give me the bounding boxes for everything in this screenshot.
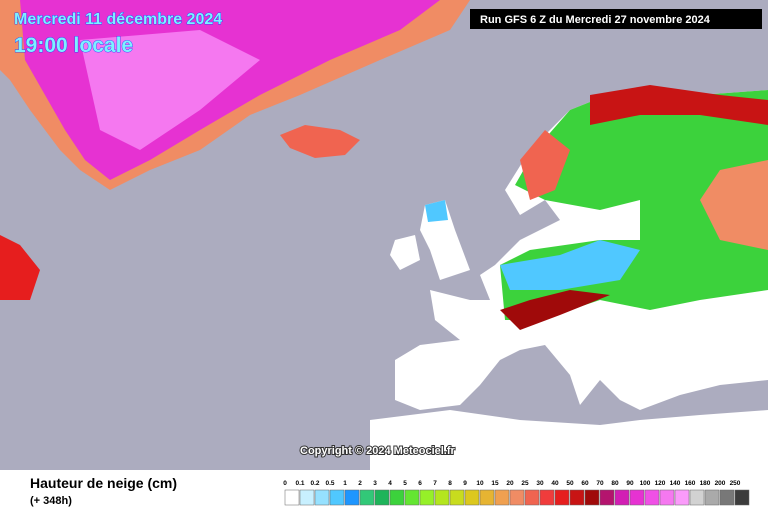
scale-swatch [539, 489, 555, 506]
scale-label: 120 [655, 480, 666, 487]
scale-swatch [629, 489, 645, 506]
scale-swatch [689, 489, 705, 506]
scale-label: 8 [448, 480, 452, 487]
scale-label: 100 [640, 480, 651, 487]
scale-swatch [569, 489, 585, 506]
scale-swatch [419, 489, 435, 506]
scale-label: 25 [521, 480, 529, 487]
scale-swatch [434, 489, 450, 506]
scale-swatch [584, 489, 600, 506]
scale-label: 10 [476, 480, 484, 487]
scale-swatch [704, 489, 720, 506]
north-africa [370, 410, 768, 470]
scale-swatch [614, 489, 630, 506]
scale-label: 3 [373, 480, 377, 487]
scale-label: 15 [491, 480, 499, 487]
scale-label: 40 [551, 480, 559, 487]
scale-swatch [449, 489, 465, 506]
scale-label: 1 [343, 480, 347, 487]
legend-subtitle: (+ 348h) [30, 495, 72, 507]
labrador [0, 235, 40, 300]
color-scale: 0 0.1 0.2 0.5 1 2 3 4 5 6 7 8 9 10 15 20 25 30 40 50 60 70 80 9… [283, 480, 750, 506]
greenland-core [80, 30, 260, 150]
scale-swatch [599, 489, 615, 506]
scale-swatch [509, 489, 525, 506]
copyright: Copyright © 2024 Meteociel.fr [300, 445, 456, 457]
snow-scotland [425, 200, 448, 222]
scale-swatch [389, 489, 405, 506]
scale-swatch [659, 489, 675, 506]
scale-label: 160 [685, 480, 696, 487]
scale-label: 90 [626, 480, 634, 487]
scale-label: 0.5 [325, 480, 334, 487]
ireland [390, 235, 420, 270]
run-box [470, 9, 762, 29]
scale-swatch [464, 489, 480, 506]
iceland [280, 125, 360, 158]
scale-swatch [494, 489, 510, 506]
scale-swatch [284, 489, 300, 506]
scale-label: 140 [670, 480, 681, 487]
snow-scandinavia-north [590, 85, 768, 125]
scale-label: 0 [283, 480, 287, 487]
scale-swatch [344, 489, 360, 506]
scale-label: 50 [566, 480, 574, 487]
scale-swatch [719, 489, 735, 506]
map-time: 19:00 locale [14, 34, 133, 57]
scale-swatch [329, 489, 345, 506]
scale-label: 180 [700, 480, 711, 487]
snow-alps [500, 290, 610, 330]
scale-label: 0.1 [295, 480, 304, 487]
scale-label: 60 [581, 480, 589, 487]
scale-label: 200 [715, 480, 726, 487]
scale-label: 70 [596, 480, 604, 487]
scale-swatch [299, 489, 315, 506]
run-info: Run GFS 6 Z du Mercredi 27 novembre 2024 [480, 14, 711, 26]
scale-swatch [359, 489, 375, 506]
snow-central [500, 240, 640, 290]
scale-label: 7 [433, 480, 437, 487]
scale-label: 20 [506, 480, 514, 487]
scale-label: 2 [358, 480, 362, 487]
scale-label: 250 [730, 480, 741, 487]
scale-label: 5 [403, 480, 407, 487]
scale-swatch [674, 489, 690, 506]
legend-title: Hauteur de neige (cm) [30, 475, 177, 491]
scale-label: 80 [611, 480, 619, 487]
scale-swatch [479, 489, 495, 506]
scale-label: 4 [388, 480, 392, 487]
scale-label: 30 [536, 480, 544, 487]
snow-russia [700, 160, 768, 250]
scale-swatch [524, 489, 540, 506]
scale-swatch [734, 489, 750, 506]
scale-label: 0.2 [310, 480, 319, 487]
map-date: Mercredi 11 décembre 2024 [14, 11, 222, 28]
scale-swatch [644, 489, 660, 506]
scale-swatch [554, 489, 570, 506]
scale-swatch [314, 489, 330, 506]
scale-label: 9 [463, 480, 467, 487]
scale-swatch [374, 489, 390, 506]
scale-label: 6 [418, 480, 422, 487]
snow-norway [520, 130, 570, 200]
scale-swatch [404, 489, 420, 506]
